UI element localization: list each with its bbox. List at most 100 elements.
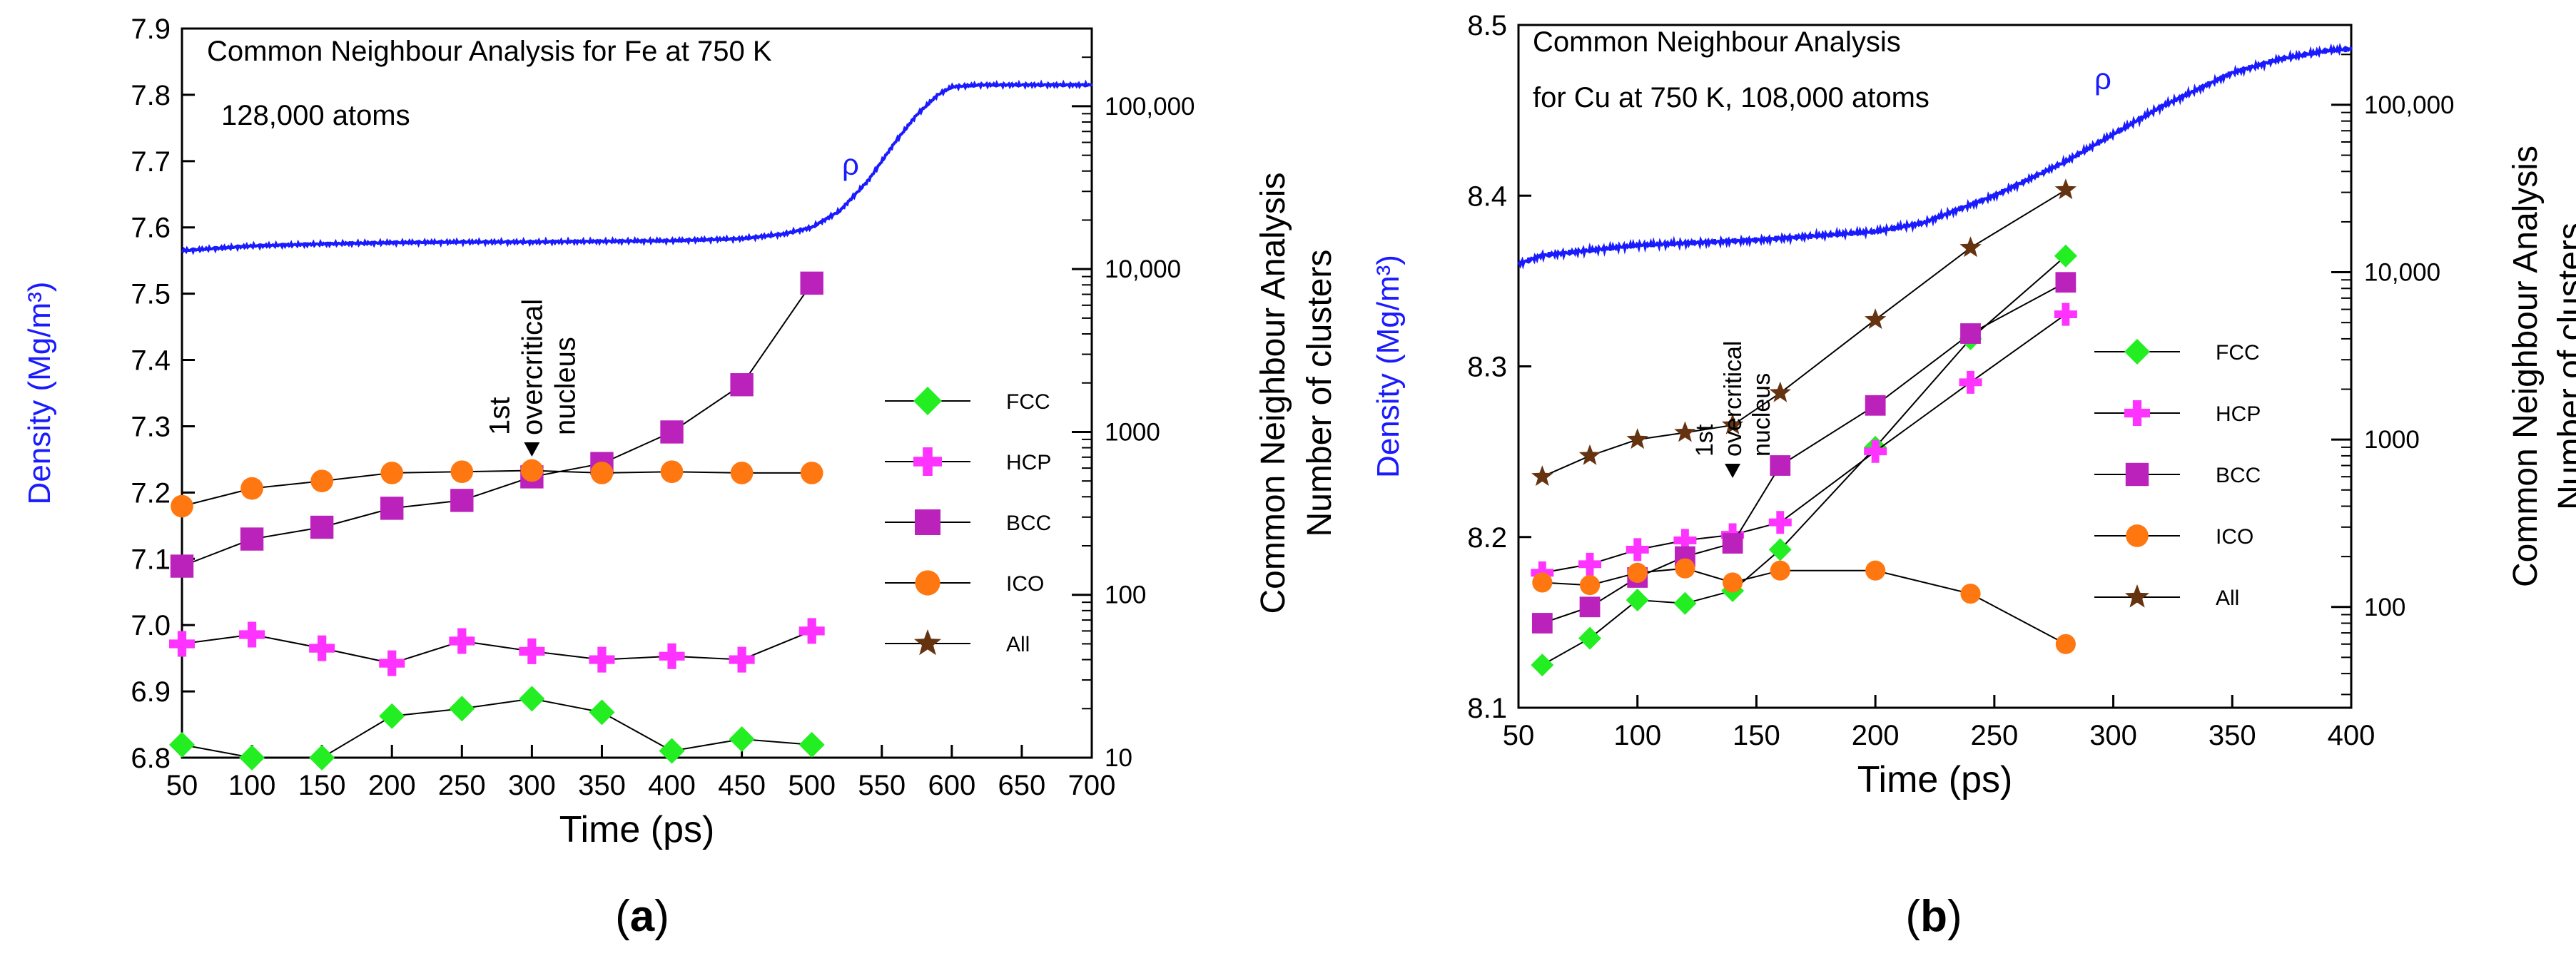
y-left-tick-label: 7.0 — [131, 610, 171, 641]
data-point-fcc — [2054, 244, 2077, 268]
legend-label-bcc: BCC — [1006, 512, 1051, 535]
y-left-tick-label: 7.2 — [131, 477, 171, 509]
y-right-axis-title-line2: Number of clusters — [1301, 250, 1339, 537]
data-point-hcp — [2054, 302, 2077, 326]
data-point-bcc — [1722, 533, 1743, 554]
data-point-ico — [660, 460, 684, 484]
data-point-hcp — [1768, 511, 1792, 534]
x-tick-label: 400 — [2328, 720, 2375, 751]
x-tick-label: 100 — [228, 770, 276, 801]
data-point-ico — [380, 462, 404, 484]
x-tick-label: 700 — [1068, 770, 1116, 801]
data-point-fcc — [379, 703, 405, 729]
density-rho-label: ρ — [2094, 62, 2111, 96]
data-point-ico — [240, 477, 263, 500]
data-point-fcc — [1578, 626, 1602, 650]
legend-marker-hcp — [2124, 400, 2150, 426]
data-point-hcp — [1673, 529, 1697, 552]
data-point-ico — [171, 494, 193, 518]
data-point-bcc — [450, 489, 474, 512]
data-point-bcc — [1960, 323, 1981, 344]
legend-label-hcp: HCP — [1006, 451, 1051, 474]
data-point-ico — [800, 462, 823, 484]
y-right-tick-label: 100,000 — [2364, 91, 2455, 119]
data-point-bcc — [730, 373, 754, 397]
data-point-fcc — [589, 699, 615, 726]
data-point-fcc — [309, 745, 335, 771]
data-point-bcc — [1865, 395, 1886, 416]
data-point-ico — [1579, 575, 1601, 596]
x-tick-label: 100 — [1613, 720, 1661, 751]
y-left-tick-label: 6.8 — [131, 743, 171, 774]
chart-subtitle: 128,000 atoms — [221, 100, 410, 131]
legend-label-all: All — [2216, 586, 2239, 610]
data-point-bcc — [660, 420, 684, 444]
series-ico — [1532, 558, 2076, 654]
data-point-hcp — [729, 646, 755, 673]
data-point-bcc — [310, 515, 334, 539]
data-point-bcc — [1531, 613, 1553, 634]
x-tick-label: 650 — [998, 770, 1046, 801]
density-rho-label: ρ — [842, 148, 859, 181]
y-left-tick-label: 7.9 — [131, 14, 171, 45]
series-line-fcc — [181, 698, 812, 758]
annotation-line-1: 1st — [1691, 424, 1718, 457]
series-line-ico — [1542, 567, 2067, 645]
data-point-all — [1578, 444, 1601, 465]
y-right-tick-label: 100,000 — [1105, 93, 1195, 121]
series-ico — [171, 459, 823, 518]
data-point-ico — [730, 462, 754, 484]
y-left-tick-label: 8.5 — [1467, 10, 1507, 41]
x-tick-label: 450 — [718, 770, 766, 801]
data-point-fcc — [239, 745, 265, 771]
x-tick-label: 550 — [858, 770, 906, 801]
y-right-tick-label: 100 — [2364, 594, 2405, 621]
data-point-ico — [450, 460, 474, 484]
x-tick-label: 50 — [166, 770, 198, 801]
x-tick-label: 200 — [1852, 720, 1900, 751]
panel-label: (a) — [615, 892, 669, 941]
data-point-ico — [1770, 560, 1790, 581]
data-point-bcc — [800, 271, 823, 295]
y-left-tick-label: 7.5 — [131, 279, 171, 310]
legend-marker-fcc — [2124, 339, 2150, 365]
chart-subtitle: for Cu at 750 K, 108,000 atoms — [1533, 82, 1930, 113]
y-left-axis-title: Density (Mg/m³) — [22, 282, 57, 505]
data-point-hcp — [659, 643, 685, 669]
y-right-tick-label: 1000 — [1105, 418, 1160, 446]
data-point-fcc — [1626, 589, 1649, 612]
density-line — [181, 79, 1093, 255]
x-tick-label: 300 — [508, 770, 556, 801]
x-tick-label: 300 — [2089, 720, 2137, 751]
data-point-hcp — [798, 618, 825, 644]
legend-label-ico: ICO — [1006, 572, 1044, 596]
x-tick-label: 350 — [2209, 720, 2256, 751]
data-point-all — [2054, 178, 2077, 200]
x-axis-title: Time (ps) — [1857, 759, 2013, 800]
data-point-hcp — [589, 646, 615, 673]
chart-panel-b: 50 100 150 200 250 300 350 400 8.1 8.2 8.3 8.4 8.5 10… — [1371, 10, 2576, 941]
data-point-bcc — [170, 554, 194, 578]
y-right-tick-label: 10 — [1105, 744, 1132, 772]
chart-title: Common Neighbour Analysis for Fe at 750 … — [207, 36, 772, 67]
series-fcc — [169, 686, 825, 771]
annotation-line-2: overcritical — [517, 299, 548, 435]
y-left-tick-label: 7.8 — [131, 80, 171, 111]
data-point-all — [1531, 465, 1553, 487]
data-point-ico — [1627, 562, 1648, 583]
annotation-line-3: nucleus — [549, 337, 581, 435]
data-point-hcp — [239, 621, 265, 648]
density-line — [1517, 42, 2353, 270]
x-tick-label: 400 — [648, 770, 696, 801]
x-tick-label: 250 — [1970, 720, 2018, 751]
y-left-tick-label: 7.6 — [131, 213, 171, 244]
data-point-hcp — [519, 638, 545, 664]
y-right-tick-label: 100 — [1105, 581, 1146, 609]
legend-marker-hcp — [913, 447, 942, 476]
legend-marker-bcc — [915, 509, 940, 535]
series-line-hcp — [181, 630, 813, 664]
data-point-ico — [2055, 634, 2076, 654]
y-right-tick-label: 1000 — [2364, 426, 2420, 454]
y-left-tick-label: 8.4 — [1467, 181, 1507, 212]
